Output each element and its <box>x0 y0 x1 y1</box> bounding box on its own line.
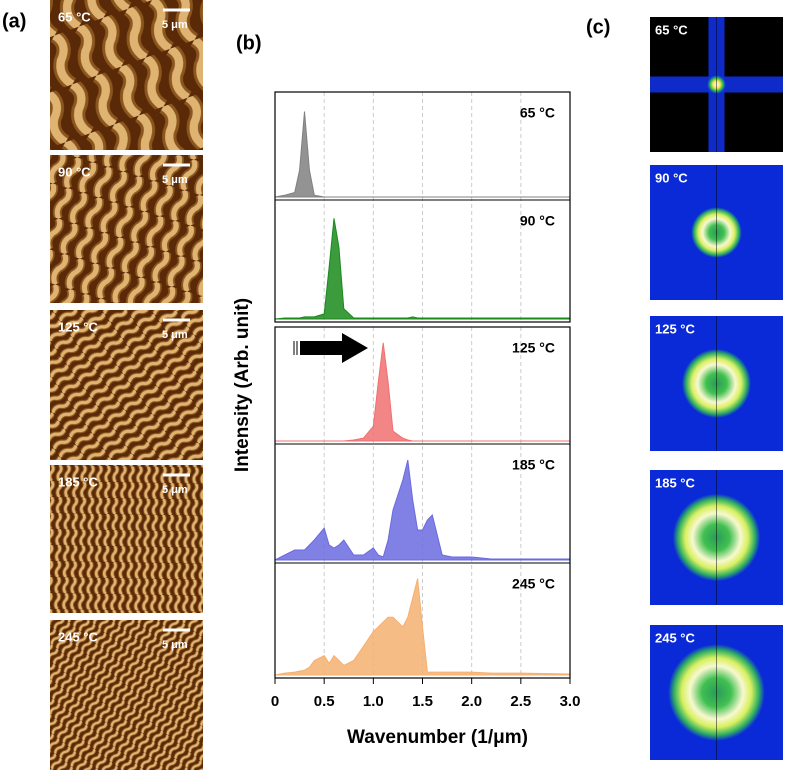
temperature-label: 245 °C <box>655 630 696 645</box>
y-axis-label: Intensity (Arb. unit) <box>232 298 253 472</box>
x-axis-label: Wavenumber (1/μm) <box>347 727 528 748</box>
x-tick-label: 0 <box>271 693 279 710</box>
afm-image <box>50 155 203 303</box>
area <box>274 111 570 198</box>
plot-frame <box>274 91 571 323</box>
temperature-label: 125 °C <box>655 321 696 336</box>
temperature-label: 125 °C <box>58 319 99 334</box>
temperature-label: 185 °C <box>655 475 696 490</box>
area <box>274 218 571 320</box>
afm-image <box>50 465 203 613</box>
area <box>274 578 571 676</box>
temperature-label: 90 °C <box>58 164 91 179</box>
x-tick-label: 1.5 <box>412 693 433 710</box>
temperature-label: 65 °C <box>655 22 688 37</box>
temperature-label: 90 °C <box>655 170 688 185</box>
series-label: 65 °C <box>520 105 555 121</box>
scale-bar-label: 5 μm <box>162 19 188 31</box>
temperature-label: 185 °C <box>58 474 99 489</box>
series-label: 245 °C <box>512 576 555 592</box>
x-tick-label: 0.5 <box>314 693 335 710</box>
panel-label: (c) <box>586 16 610 38</box>
scale-bar-label: 5 μm <box>162 174 188 186</box>
scale-bar-label: 5 μm <box>162 484 188 496</box>
series-label: 90 °C <box>520 213 555 229</box>
afm-image <box>50 0 203 150</box>
temperature-label: 65 °C <box>58 9 91 24</box>
area <box>274 459 571 561</box>
temperature-label: 245 °C <box>58 629 99 644</box>
scale-bar-label: 5 μm <box>162 329 188 341</box>
area <box>275 342 570 442</box>
panel-label: (a) <box>2 10 26 32</box>
x-tick-label: 2.0 <box>461 693 482 710</box>
panel-label: (b) <box>236 32 262 54</box>
x-tick-label: 3.0 <box>560 693 581 710</box>
plot-frame <box>274 326 571 679</box>
series-label: 125 °C <box>512 340 555 356</box>
scale-bar-label: 5 μm <box>162 639 188 651</box>
arrow <box>300 333 368 363</box>
x-tick-label: 1.0 <box>363 693 384 710</box>
x-tick-label: 2.5 <box>510 693 531 710</box>
afm-image <box>50 310 203 460</box>
series-label: 185 °C <box>512 457 555 473</box>
afm-image <box>50 620 203 770</box>
